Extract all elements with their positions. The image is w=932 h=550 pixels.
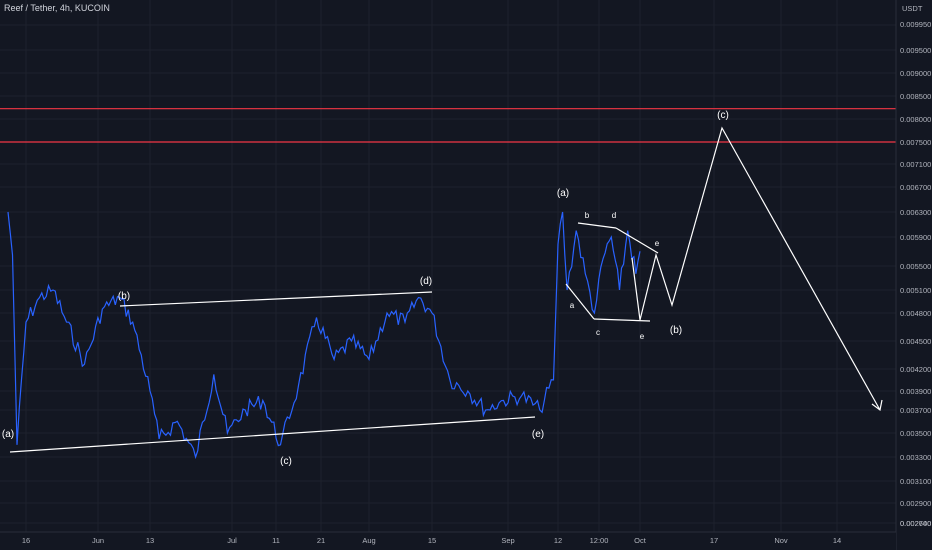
time-tick-label: 11 [272, 536, 280, 545]
price-tick-label: 0.004200 [900, 365, 931, 374]
time-axis[interactable]: 16 Jun 13 Jul 11 21 Aug 15 Sep 12 12:00 Oct 17 Nov 14 [0, 531, 896, 550]
time-tick-label: Sep [501, 536, 514, 545]
wave-label: d [612, 211, 616, 220]
projection-path [631, 126, 881, 411]
wave-label: (e) [532, 429, 544, 440]
price-tick-label: 0.007500 [900, 138, 931, 147]
price-tick-label: 0.006300 [900, 208, 931, 217]
price-tick-label-top: 0.009950 [900, 20, 931, 29]
trend-line-1 [119, 291, 433, 307]
wave-label: e [640, 332, 645, 341]
wave-label: e [655, 239, 660, 248]
wave-label: b [585, 211, 590, 220]
price-tick-label: 0.008000 [900, 115, 931, 124]
price-tick-label: 0.007100 [900, 160, 931, 169]
time-tick-label: Jul [227, 536, 237, 545]
price-tick-label: 0.006700 [900, 183, 931, 192]
price-axis[interactable]: USDT 0.009500 0.009000 0.008500 0.008000 0.00… [895, 0, 932, 550]
price-tick-label: 0.003900 [900, 387, 931, 396]
price-tick-label: 0.003700 [900, 406, 931, 415]
price-tick-label: 0.003100 [900, 477, 931, 486]
price-tick-label: 0.008500 [900, 92, 931, 101]
chart-grid [0, 0, 896, 532]
wave-label: c [596, 328, 600, 337]
wave-drawings [9, 126, 883, 453]
price-tick-label: 0.004800 [900, 309, 931, 318]
time-tick-label: 16 [22, 536, 30, 545]
price-axis-bg [896, 0, 932, 550]
trend-line-5 [565, 283, 595, 320]
time-tick-label: 12 [554, 536, 562, 545]
price-tick-label: 0.005100 [900, 286, 931, 295]
time-tick-label: Oct [634, 536, 647, 545]
time-axis-bg [0, 532, 896, 550]
wave-label: (d) [420, 276, 432, 287]
chart-title: Reef / Tether, 4h, KUCOIN [4, 3, 110, 13]
trend-line-2 [577, 222, 617, 229]
time-tick-label: 13 [146, 536, 154, 545]
wave-label: (b) [670, 325, 682, 336]
time-tick-label: Aug [362, 536, 375, 545]
price-tick-label: 0.002900 [900, 499, 931, 508]
time-tick-label: 17 [710, 536, 718, 545]
trend-line-3 [615, 227, 659, 254]
wave-label: (c) [280, 456, 292, 467]
wave-label: (a) [2, 429, 14, 440]
wave-label: (a) [557, 188, 569, 199]
price-tick-label: 0.004500 [900, 337, 931, 346]
price-tick-label: 0.002600 [900, 519, 931, 528]
time-tick-label: 12:00 [590, 536, 609, 545]
price-tick-label: 0.002740 [900, 519, 931, 528]
time-tick-label: 15 [428, 536, 436, 545]
price-tick-label: 0.003500 [900, 429, 931, 438]
price-tick-label: 0.003300 [900, 453, 931, 462]
wave-label: (c) [717, 110, 729, 121]
trend-line-4 [593, 318, 651, 322]
horizontal-levels [0, 108, 896, 143]
price-axis-unit: USDT [902, 4, 923, 13]
time-tick-label: Jun [92, 536, 104, 545]
trend-line-0 [9, 416, 536, 453]
wave-label: (b) [118, 291, 130, 302]
wave-label: a [570, 301, 575, 310]
time-tick-label: 21 [317, 536, 325, 545]
time-tick-label: 14 [833, 536, 841, 545]
price-line [7, 211, 641, 460]
price-tick-label: 0.009000 [900, 69, 931, 78]
price-tick-label: 0.009500 [900, 46, 931, 55]
time-tick-label: Nov [774, 536, 788, 545]
projection-arrowhead [871, 399, 883, 412]
wave-labels: (a) (b) (c) (d) (e) (a) (b) (c) a b c d e e [2, 110, 729, 467]
price-tick-label: 0.005900 [900, 233, 931, 242]
price-tick-label: 0.005500 [900, 262, 931, 271]
